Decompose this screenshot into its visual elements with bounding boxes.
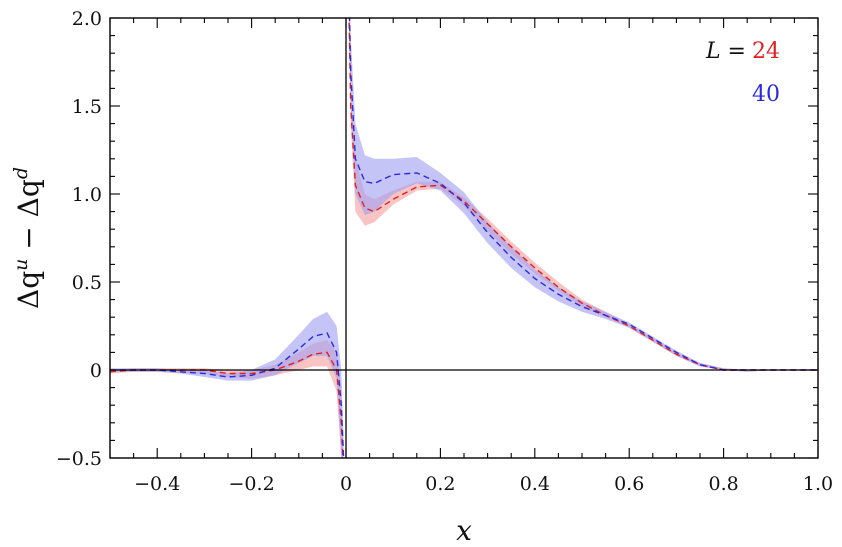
y-axis-title-sup2: d: [10, 167, 32, 179]
y-axis-title-minus: −: [12, 217, 45, 258]
x-tick-label: −0.2: [229, 473, 275, 495]
x-tick-label: −0.4: [134, 473, 180, 495]
y-tick-label: 1.0: [72, 184, 102, 206]
y-tick-label: 0: [90, 360, 102, 382]
y-axis-title-base1: Δq: [12, 271, 45, 309]
y-tick-label: −0.5: [56, 448, 102, 470]
band-24-positive-x: [348, 18, 818, 372]
y-axis-title-base2: Δq: [12, 179, 45, 217]
legend-entry-24: 24: [752, 39, 780, 64]
y-tick-label: 1.5: [72, 96, 102, 118]
plot-background: [110, 18, 818, 458]
x-tick-label: 0.6: [614, 473, 644, 495]
x-tick-label: 0.8: [708, 473, 738, 495]
legend: L = 24 40: [705, 39, 780, 107]
center-line-24-positive-x: [348, 18, 818, 371]
legend-prefix: L =: [705, 39, 746, 64]
x-axis-title: x: [456, 514, 472, 547]
x-tick-label: 0: [340, 473, 352, 495]
x-tick-labels: −0.4 −0.2 0 0.2 0.4 0.6 0.8 1.0: [134, 473, 833, 495]
y-axis-title: Δqu − Δqd: [10, 167, 45, 309]
y-tick-label: 2.0: [72, 8, 102, 30]
plot-frame: [109, 17, 819, 459]
legend-prefix-text: L =: [705, 39, 746, 64]
y-tick-labels: −0.5 0 0.5 1.0 1.5 2.0: [56, 8, 102, 470]
x-tick-label: 0.4: [520, 473, 550, 495]
reference-lines: [110, 18, 818, 458]
band-40-negative-x: [110, 311, 344, 458]
legend-entry-40: 40: [752, 82, 780, 107]
x-tick-label: 1.0: [803, 473, 833, 495]
y-axis-title-sup1: u: [10, 259, 32, 271]
x-tick-label: 0.2: [425, 473, 455, 495]
y-tick-label: 0.5: [72, 272, 102, 294]
